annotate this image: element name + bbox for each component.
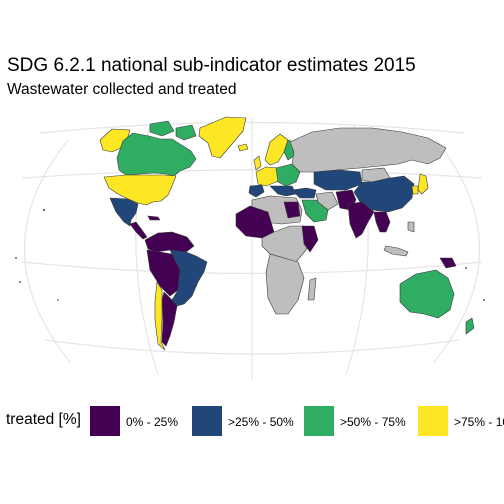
country-iberia [248, 184, 265, 198]
country-korea [411, 185, 419, 195]
country-new-zealand [465, 317, 475, 335]
legend-label-25-50: >25% - 50% [228, 415, 294, 429]
country-turkey [291, 187, 317, 199]
country-madagascar [307, 277, 317, 301]
country-canada-islands-2 [175, 124, 197, 141]
country-egypt [283, 201, 301, 219]
country-southeast-asia [373, 211, 391, 233]
country-mexico [109, 197, 139, 227]
legend-key-50-75 [304, 406, 334, 436]
country-india [347, 201, 375, 239]
country-canada-islands [149, 120, 175, 137]
country-iceland [237, 143, 249, 152]
country-ethiopia [301, 225, 319, 253]
country-russia [289, 127, 447, 173]
country-caribbean [147, 215, 161, 221]
country-northern-south-america [144, 231, 195, 253]
country-usa [103, 174, 177, 206]
legend-title: treated [%] [6, 411, 81, 428]
country-argentina [161, 291, 178, 347]
country-greenland [198, 116, 247, 159]
countries [99, 116, 475, 351]
country-japan [417, 173, 429, 195]
legend-label-75-100: >75% - 100% [454, 415, 504, 429]
country-uk [253, 155, 262, 171]
legend-key-75-100 [418, 406, 448, 436]
country-iran [315, 191, 339, 211]
country-brazil [169, 249, 208, 307]
legend-key-25-50 [192, 406, 222, 436]
small-islands [15, 209, 485, 301]
country-papua-new-guinea [439, 257, 457, 269]
country-middle-east [301, 199, 329, 223]
map-title: SDG 6.2.1 national sub-indicator estimat… [7, 55, 416, 76]
country-central-asia [313, 169, 363, 191]
country-central-africa [261, 225, 313, 263]
legend-label-50-75: >50% - 75% [340, 415, 406, 429]
country-central-america [129, 221, 148, 240]
country-indonesia [383, 245, 409, 257]
country-balkans [269, 185, 297, 197]
legend-label-0-25: 0% - 25% [126, 415, 179, 429]
country-china [353, 175, 415, 213]
legend: treated [%] 0% - 25% >25% - 50% >50% - 7… [6, 406, 504, 438]
country-chile [154, 281, 166, 351]
country-philippines [407, 221, 415, 233]
map-subtitle: Wastewater collected and treated [7, 81, 237, 98]
country-australia [399, 269, 455, 319]
legend-key-0-25 [90, 406, 120, 436]
country-canada [116, 132, 197, 177]
country-southern-africa [265, 253, 305, 315]
world-map [15, 116, 485, 380]
